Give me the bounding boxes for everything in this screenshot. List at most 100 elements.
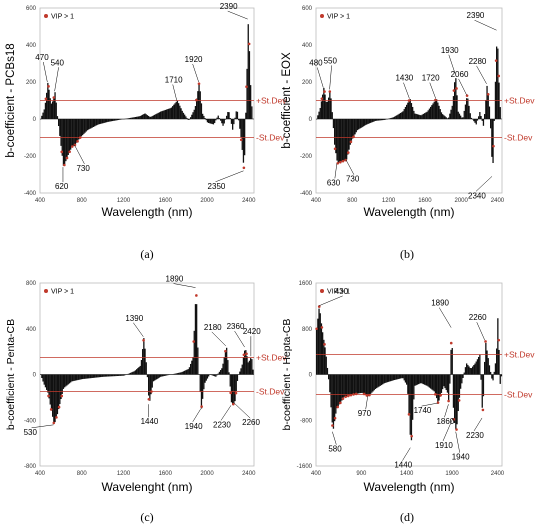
coefficient-bar	[434, 100, 437, 119]
annotation-leader	[448, 54, 456, 73]
coefficient-bar	[466, 363, 468, 375]
coefficient-bar	[208, 119, 210, 123]
annotation-leader	[421, 402, 438, 407]
vip-marker	[76, 140, 79, 143]
coefficient-bar	[376, 119, 378, 121]
coefficient-bar	[361, 374, 363, 393]
coefficient-bar	[166, 109, 168, 119]
annotation-leader	[476, 322, 485, 341]
coefficient-bar	[323, 87, 325, 119]
vip-marker	[407, 99, 411, 102]
coefficient-bar	[91, 374, 93, 378]
coefficient-bar	[196, 98, 198, 119]
coefficient-bar	[378, 374, 380, 387]
coefficient-bar	[90, 374, 92, 379]
plus-stdev-label: +St.Dev	[256, 96, 287, 106]
coefficient-bar	[182, 371, 185, 375]
coefficient-bar	[326, 101, 329, 119]
coefficient-bar	[206, 374, 209, 379]
vip-markers	[47, 294, 248, 425]
coefficient-bar	[140, 115, 143, 119]
coefficient-bar	[427, 110, 429, 119]
vip-marker	[455, 428, 458, 431]
vip-marker	[455, 87, 458, 90]
y-tick-label: -200	[300, 154, 313, 160]
coefficient-bar	[451, 105, 453, 119]
coefficient-bar	[154, 114, 156, 119]
coefficient-bar	[361, 119, 363, 128]
coefficient-bar	[101, 374, 103, 377]
legend-marker	[44, 14, 48, 18]
coefficient-bar	[139, 365, 141, 375]
coefficient-bar	[228, 372, 230, 375]
coefficient-bar	[500, 374, 503, 377]
annotation-leader	[215, 170, 244, 183]
coefficient-bar	[79, 119, 81, 138]
y-tick-label: 0	[33, 117, 37, 123]
coefficient-bar	[209, 119, 211, 124]
coefficient-bar	[464, 104, 467, 119]
peak-annotation: 1860	[436, 417, 454, 426]
vip-marker	[142, 338, 145, 342]
vip-marker	[497, 74, 501, 78]
coefficient-bar	[332, 374, 335, 429]
vip-marker	[434, 98, 437, 102]
vip-marker	[457, 399, 461, 402]
coefficient-bar	[486, 350, 488, 375]
coefficient-bar	[151, 116, 153, 119]
coefficient-bar	[494, 363, 497, 375]
coefficient-bar	[180, 108, 182, 119]
peak-annotation: 1920	[185, 55, 203, 64]
coefficient-bar	[180, 372, 182, 375]
coefficient-bar	[360, 374, 362, 393]
coefficient-bar	[316, 328, 318, 375]
coefficient-bar	[218, 118, 221, 119]
coefficient-bar	[143, 338, 145, 375]
peak-annotation: 2230	[466, 431, 484, 440]
panel-caption: (d)	[400, 510, 414, 524]
x-tick-label: 1400	[400, 471, 414, 477]
coefficient-bar	[134, 116, 137, 119]
coefficient-bar	[480, 374, 482, 380]
coefficient-bar	[250, 85, 252, 119]
coefficient-bar	[217, 373, 219, 375]
vip-marker	[47, 85, 50, 88]
minus-stdev-label: -St.Dev	[256, 133, 285, 143]
coefficient-bar	[382, 374, 384, 385]
coefficient-bar	[444, 116, 446, 119]
coefficient-bar	[149, 374, 151, 401]
coefficient-bar	[160, 111, 162, 119]
coefficient-bar	[365, 119, 367, 125]
coefficient-bar	[74, 119, 77, 145]
annotation-leader	[402, 447, 411, 461]
vip-marker	[407, 413, 411, 416]
coefficient-bar	[76, 374, 78, 381]
coefficient-bar	[86, 119, 89, 131]
coefficient-bar	[146, 374, 149, 378]
coefficient-bar	[103, 374, 105, 377]
coefficient-bar	[59, 119, 61, 136]
vip-marker	[317, 305, 321, 308]
coefficient-bar	[354, 119, 356, 135]
coefficient-bar	[371, 119, 373, 123]
coefficient-bar	[468, 366, 470, 375]
coefficient-bar	[202, 374, 204, 399]
coefficient-bar	[472, 119, 474, 120]
coefficient-bar	[127, 373, 129, 375]
coefficient-bar	[222, 363, 224, 375]
coefficient-bar	[49, 374, 51, 405]
coefficient-bar	[208, 374, 210, 377]
vip-markers	[44, 42, 251, 170]
coefficient-bar	[349, 374, 351, 396]
coefficient-bar	[122, 374, 125, 376]
coefficient-bar	[454, 374, 456, 423]
coefficient-bar	[490, 119, 492, 129]
coefficient-bar	[439, 374, 441, 397]
coefficient-bar	[354, 374, 356, 395]
x-tick-label: 2000	[200, 198, 214, 204]
coefficient-bar	[498, 349, 500, 375]
annotation-leader	[458, 78, 467, 96]
coefficient-bar	[358, 374, 360, 394]
coefficient-bar	[487, 358, 489, 375]
coefficient-bar	[150, 116, 152, 119]
